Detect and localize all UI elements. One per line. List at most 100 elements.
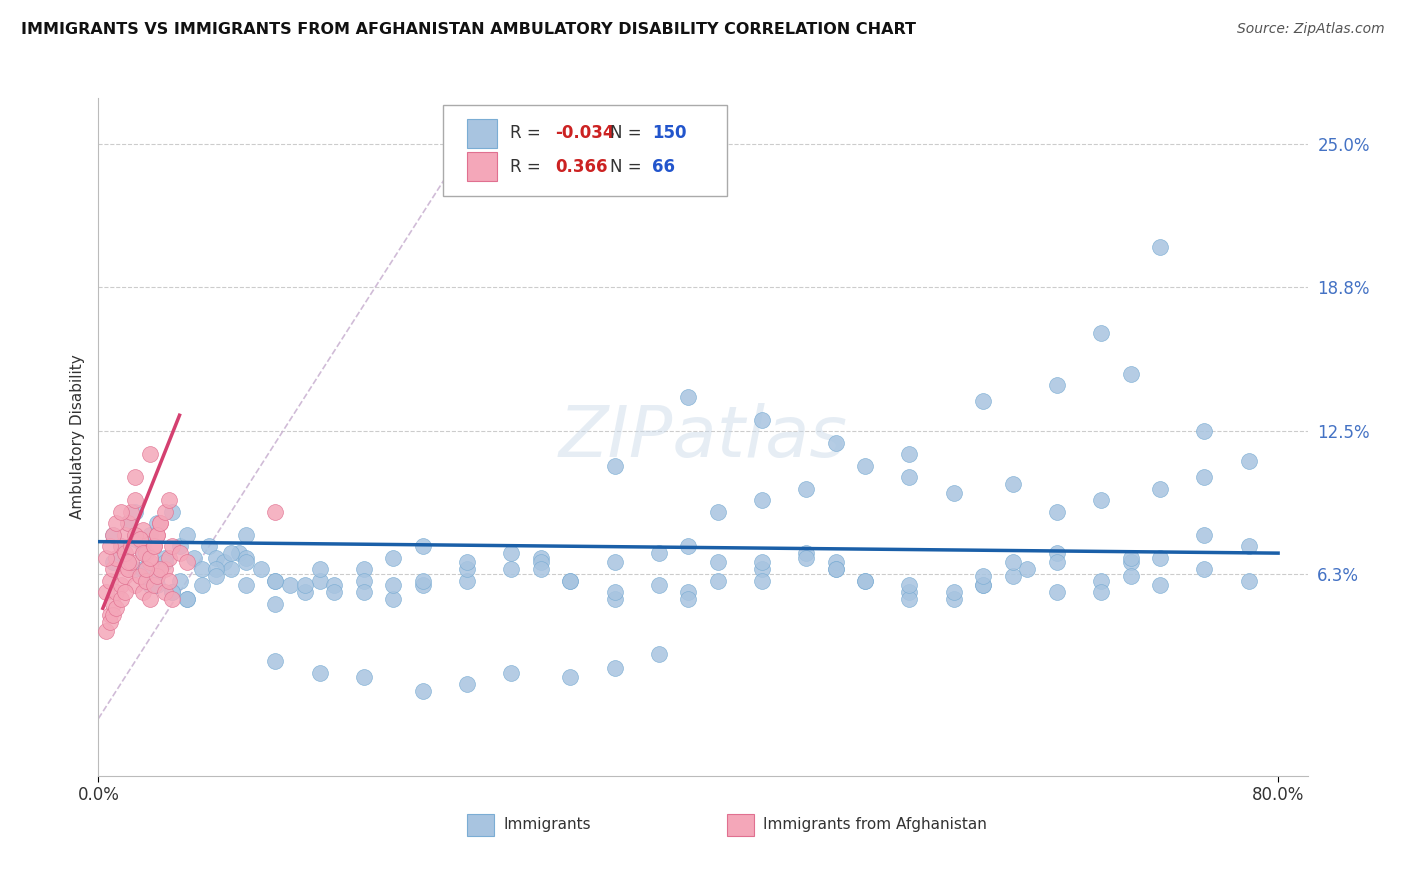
Point — [972, 578, 994, 592]
Point — [853, 574, 876, 588]
Point — [530, 555, 553, 569]
Point — [898, 447, 921, 461]
Point — [501, 665, 523, 680]
Text: -0.034: -0.034 — [555, 124, 614, 143]
Point — [183, 550, 205, 565]
Point — [114, 546, 136, 560]
Point — [1237, 574, 1260, 588]
Point — [294, 578, 316, 592]
Point — [603, 555, 626, 569]
Point — [212, 555, 235, 569]
Point — [105, 550, 128, 565]
Point — [456, 677, 478, 691]
Point — [160, 505, 183, 519]
Point — [1046, 505, 1069, 519]
Point — [153, 562, 176, 576]
Point — [678, 585, 700, 599]
Point — [1194, 527, 1216, 541]
Point — [382, 592, 405, 607]
Point — [648, 578, 671, 592]
Point — [1119, 367, 1142, 381]
Point — [853, 574, 876, 588]
Point — [264, 574, 287, 588]
Point — [124, 505, 146, 519]
Point — [153, 505, 176, 519]
Point — [153, 585, 176, 599]
Point — [235, 550, 257, 565]
Point — [942, 486, 965, 500]
Point — [456, 574, 478, 588]
Point — [382, 550, 405, 565]
Point — [1237, 454, 1260, 468]
Point — [117, 555, 139, 569]
Point — [603, 661, 626, 675]
Point — [1194, 425, 1216, 439]
Point — [1149, 240, 1171, 254]
Point — [648, 647, 671, 661]
Point — [898, 585, 921, 599]
Point — [678, 592, 700, 607]
Point — [264, 574, 287, 588]
Point — [706, 505, 728, 519]
Point — [353, 670, 375, 684]
Point — [146, 578, 169, 592]
Point — [751, 555, 773, 569]
Point — [117, 562, 139, 576]
Point — [824, 435, 846, 450]
Point — [124, 562, 146, 576]
Point — [190, 562, 212, 576]
Point — [157, 493, 180, 508]
Point — [972, 569, 994, 583]
Point — [105, 516, 128, 531]
Point — [972, 394, 994, 409]
Point — [264, 654, 287, 668]
Point — [1237, 539, 1260, 553]
Point — [560, 574, 582, 588]
Point — [169, 574, 191, 588]
Point — [98, 539, 121, 553]
Point — [942, 585, 965, 599]
Point — [117, 516, 139, 531]
Point — [131, 523, 153, 537]
Point — [143, 539, 166, 553]
Point — [124, 493, 146, 508]
Point — [1001, 555, 1024, 569]
Point — [706, 555, 728, 569]
Point — [1119, 555, 1142, 569]
Point — [110, 539, 132, 553]
Point — [128, 569, 150, 583]
Point — [751, 413, 773, 427]
Point — [94, 585, 117, 599]
Point — [124, 527, 146, 541]
Point — [530, 562, 553, 576]
Point — [94, 624, 117, 639]
Point — [853, 458, 876, 473]
Point — [456, 562, 478, 576]
Text: R =: R = — [509, 158, 551, 176]
Point — [160, 585, 183, 599]
Point — [1001, 569, 1024, 583]
Point — [264, 505, 287, 519]
Point — [105, 585, 128, 599]
Point — [353, 562, 375, 576]
Point — [153, 555, 176, 569]
Point — [1119, 569, 1142, 583]
Point — [824, 562, 846, 576]
Point — [143, 578, 166, 592]
Point — [101, 555, 124, 569]
Point — [648, 546, 671, 560]
Point — [412, 574, 434, 588]
Bar — [727, 814, 754, 836]
Point — [198, 539, 221, 553]
Point — [146, 569, 169, 583]
Point — [124, 578, 146, 592]
Point — [219, 562, 242, 576]
Point — [308, 574, 330, 588]
Point — [205, 550, 228, 565]
Point — [139, 527, 162, 541]
Point — [94, 550, 117, 565]
Point — [146, 569, 169, 583]
Point — [1090, 493, 1112, 508]
Point — [176, 555, 198, 569]
Point — [205, 569, 228, 583]
